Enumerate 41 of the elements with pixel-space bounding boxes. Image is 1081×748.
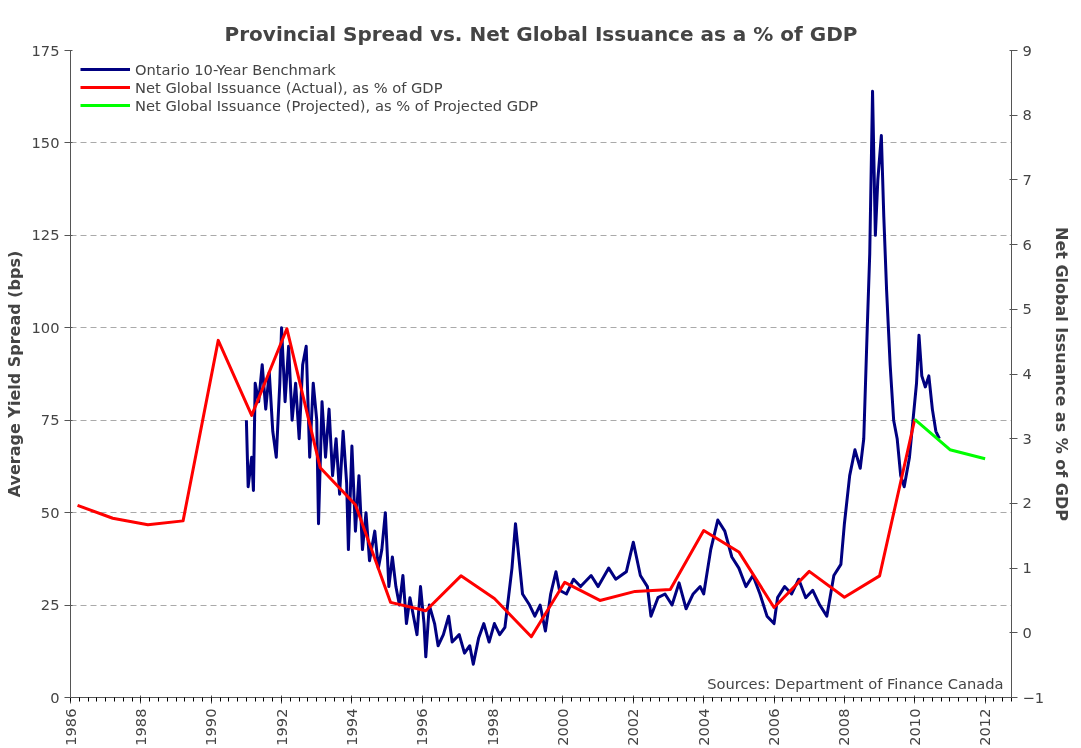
y-axis-title: Average Yield Spread (bps) [4, 250, 24, 498]
y-tick-label: 0 [50, 688, 60, 706]
x-tick-label: 1988 [131, 708, 149, 746]
x-tick-label: 1996 [413, 708, 431, 746]
y2-tick-label: 5 [1022, 300, 1032, 318]
x-tick-label: 1994 [342, 708, 360, 746]
y2-axis-title: Net Global Issuance as % of GDP [1052, 226, 1072, 522]
y2-tick-label: 9 [1022, 41, 1032, 59]
legend-label: Ontario 10-Year Benchmark [135, 60, 336, 78]
y2-tick-label: 2 [1022, 494, 1032, 512]
y2-tick-label: 0 [1022, 623, 1032, 641]
x-tick-label: 2000 [553, 708, 571, 746]
chart-title: Provincial Spread vs. Net Global Issuance as a % of GDP [224, 21, 858, 46]
x-tick-label: 1998 [483, 708, 501, 746]
annotation: Sources: Department of Finance Canada [707, 674, 1004, 692]
y-tick-label: 25 [40, 596, 60, 614]
line-series [76, 327, 917, 639]
y2-tick-label: 8 [1022, 106, 1032, 124]
y-tick-label: 150 [31, 133, 60, 151]
legend-label: Net Global Issuance (Projected), as % of Projected GDP [135, 96, 539, 114]
x-tick-label: 2004 [694, 708, 712, 746]
x-tick-label: 2010 [905, 708, 923, 746]
y-tick-label: 75 [40, 411, 60, 429]
legend-label: Net Global Issuance (Actual), as % of GDP [135, 78, 443, 96]
y2-tick-label: 1 [1022, 559, 1032, 577]
y-tick-label: 100 [31, 318, 60, 336]
x-tick-label: 1986 [61, 708, 79, 746]
y2-tick-label: −1 [1022, 688, 1045, 706]
x-tick-label: 2006 [765, 708, 783, 746]
y2-tick-label: 4 [1022, 365, 1032, 382]
y2-tick-label: 3 [1022, 429, 1032, 447]
y-tick-label: 50 [40, 503, 60, 521]
y2-tick-label: 7 [1022, 170, 1032, 188]
x-tick-label: 2008 [835, 708, 853, 746]
y2-tick-label: 6 [1022, 235, 1032, 253]
x-tick-label: 1992 [272, 708, 290, 746]
x-tick-label: 1990 [202, 708, 220, 746]
x-tick-label: 2012 [976, 708, 994, 746]
y-tick-label: 175 [31, 41, 60, 59]
y-tick-label: 125 [31, 226, 60, 244]
x-tick-label: 2002 [624, 708, 642, 746]
